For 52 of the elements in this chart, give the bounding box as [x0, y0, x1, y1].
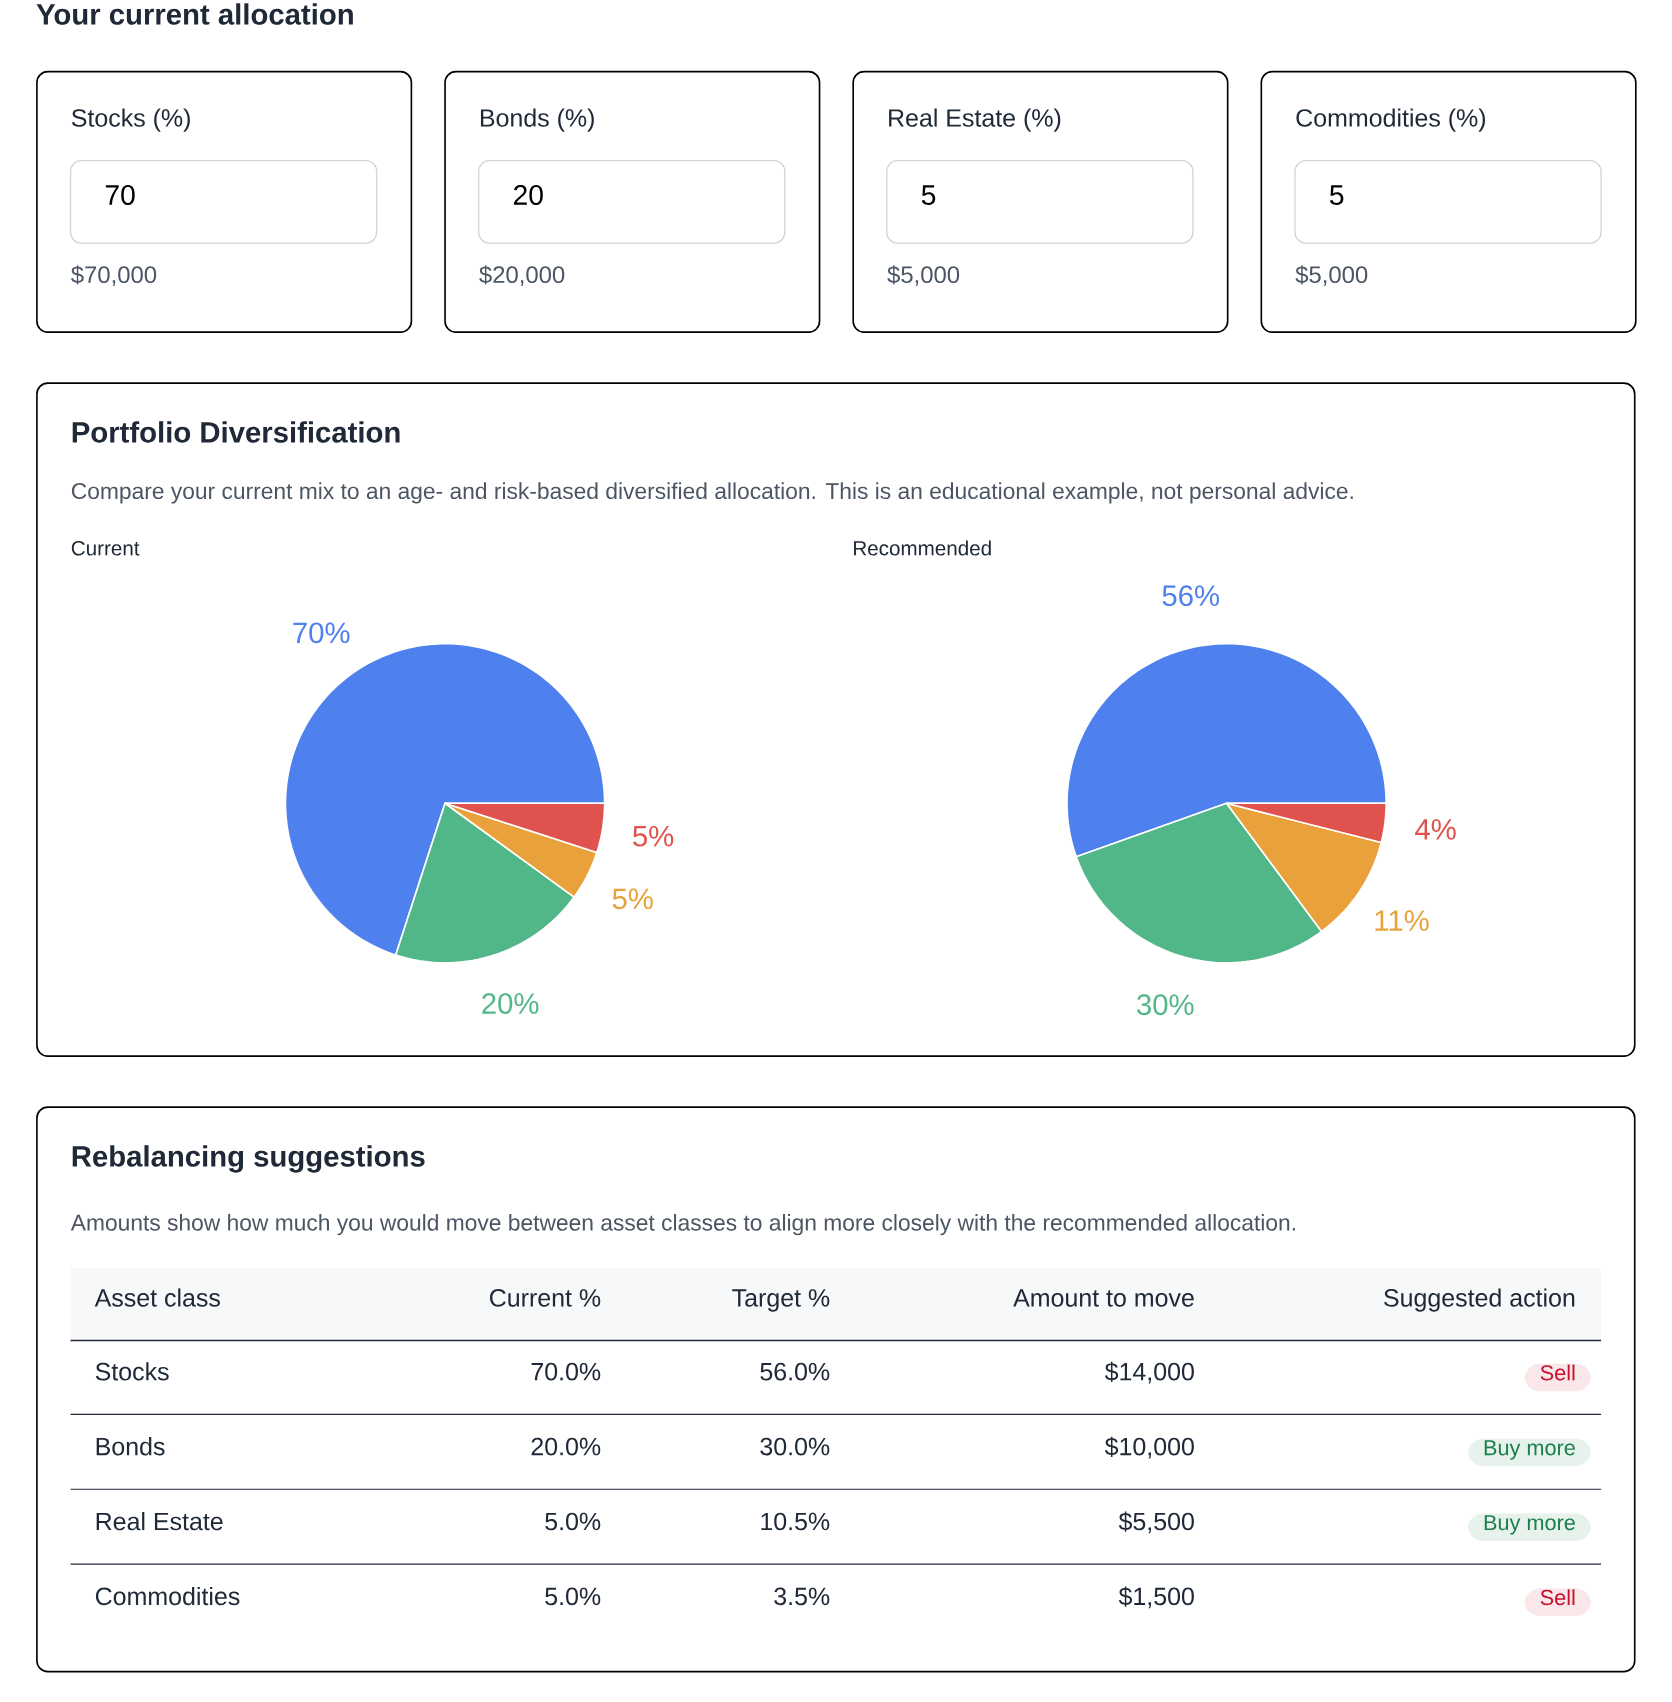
text: 56.0%: [760, 1362, 830, 1381]
text: Portfolio Diversification: [72, 421, 400, 443]
text: Amounts show how much you would move between asset classes to align more closely with the recommended allocation.: [71, 1213, 1296, 1236]
text: 70.0%: [531, 1362, 601, 1381]
text: $5,000: [887, 265, 960, 286]
text: Target %: [732, 1289, 830, 1312]
text: Commodities: [96, 1586, 240, 1606]
text: 3.5%: [774, 1587, 830, 1606]
text: 5.0%: [545, 1587, 601, 1606]
text: 20: [514, 185, 544, 205]
text: 5: [1330, 185, 1344, 205]
text: Sell: [1540, 1364, 1575, 1381]
text: $10,000: [1105, 1436, 1195, 1459]
text: $5,500: [1118, 1511, 1195, 1534]
text: Asset class: [94, 1288, 221, 1307]
data-label: 5%: [633, 825, 674, 847]
data-label: 11%: [1375, 910, 1429, 931]
text: 5: [922, 185, 936, 205]
text: 30.0%: [760, 1437, 830, 1456]
data-label: 20%: [482, 993, 539, 1014]
text: $14,000: [1105, 1361, 1195, 1384]
text: 10.5%: [761, 1512, 830, 1531]
text: Your current allocation: [36, 3, 354, 25]
data-label: 5%: [612, 888, 654, 910]
text: $70,000: [71, 265, 157, 286]
text: 70: [106, 185, 135, 205]
category-label: Bonds (%): [481, 108, 595, 132]
text: $20,000: [479, 265, 565, 286]
chart-title: Recommended: [854, 540, 991, 556]
text: Rebalancing suggestions: [72, 1145, 425, 1173]
text: Buy more: [1484, 1440, 1576, 1460]
text: $1,500: [1118, 1586, 1195, 1609]
text: 5.0%: [545, 1512, 601, 1531]
text: 20.0%: [531, 1437, 601, 1456]
category-label: Stocks (%): [72, 108, 191, 132]
data-label: 4%: [1415, 819, 1456, 840]
text: Suggested action: [1384, 1288, 1575, 1312]
category-label: Real Estate (%): [889, 108, 1061, 132]
category-label: Commodities (%): [1296, 108, 1486, 132]
text: Amount to move: [1013, 1289, 1194, 1307]
text: Stocks: [95, 1362, 169, 1381]
text: Compare your current mix to an age- and risk-based diversified allocation. This is an educational example, not personal advice.: [72, 482, 1353, 504]
text: Bonds: [96, 1437, 165, 1456]
text: $5,000: [1295, 265, 1368, 286]
text: Buy more: [1484, 1515, 1576, 1535]
text: Current: [72, 540, 140, 556]
data-label: 70%: [293, 622, 350, 644]
data-label: 30%: [1137, 994, 1194, 1016]
text: Sell: [1540, 1589, 1575, 1606]
text: Current %: [490, 1289, 601, 1307]
data-label: 56%: [1162, 585, 1220, 607]
text: Real Estate: [96, 1511, 223, 1531]
